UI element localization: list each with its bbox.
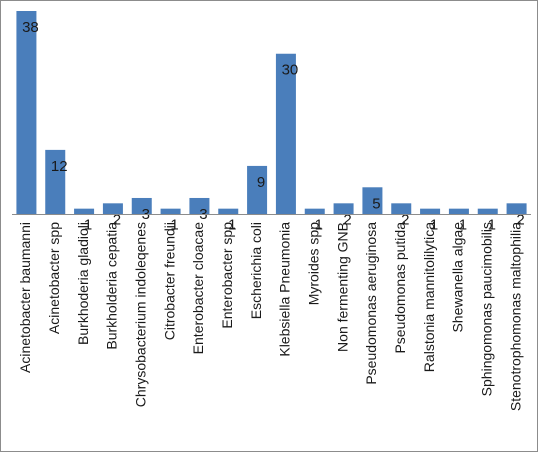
x-tick-label: Acinetobacter spp: [46, 222, 62, 334]
data-label: 5: [372, 195, 380, 212]
x-tick-label: Acinetobacter baumanni: [17, 222, 33, 373]
bar: [45, 149, 66, 214]
x-tick-label: Burkhoderia gladioli: [75, 222, 91, 345]
data-label: 1: [459, 217, 467, 234]
bar: [333, 203, 354, 214]
bar: [275, 53, 296, 214]
bar: [304, 208, 325, 214]
bar: [448, 208, 469, 214]
bar: [160, 208, 181, 214]
bar: [247, 165, 268, 214]
x-tick-label: Ralstonia mannitolilytica: [421, 222, 437, 372]
data-label: 1: [430, 217, 438, 234]
bar: [506, 203, 527, 214]
bar: [362, 187, 383, 214]
x-tick-label: Non fermenting GNB: [334, 222, 350, 352]
x-tick-label: Citrobacter freundii: [161, 222, 177, 340]
data-label: 30: [282, 62, 299, 79]
x-tick-label: Klebsiella Pneumonia: [277, 222, 293, 357]
x-tick-label: Stenotrophomonas maltophilia: [507, 222, 523, 411]
x-tick-label: Pseudomonas putida: [392, 222, 408, 354]
bar: [477, 208, 498, 214]
data-label: 9: [257, 174, 265, 191]
x-tick-label: Chrysobacterium indoleqenes: [132, 222, 148, 407]
x-tick-label: Burkholderia cepatia: [104, 222, 120, 350]
bar: [189, 197, 210, 214]
data-label: 2: [343, 211, 351, 228]
x-tick-label: Enterobacter spp: [219, 222, 235, 329]
data-label: 1: [315, 217, 323, 234]
category-labels-group: Acinetobacter baumanni Acinetobacter spp B…: [17, 222, 523, 411]
x-tick-label: Myroides spp: [305, 222, 321, 305]
bar: [102, 203, 123, 214]
bar: [131, 197, 152, 214]
bar: [16, 11, 37, 214]
data-label: 1: [228, 217, 236, 234]
data-label: 1: [488, 217, 496, 234]
bar: [218, 208, 239, 214]
data-label: 12: [51, 158, 68, 175]
bar: [420, 208, 441, 214]
data-label: 38: [22, 19, 39, 36]
data-label: 2: [113, 211, 121, 228]
bar: [391, 203, 412, 214]
x-tick-label: Sphingomonas paucimobilis: [478, 222, 494, 396]
data-label: 2: [401, 211, 409, 228]
x-tick-label: Shewanella algae: [450, 222, 466, 333]
x-tick-label: Pseudomonas aeruginosa: [363, 222, 379, 385]
data-label: 2: [516, 211, 524, 228]
data-label: 1: [170, 217, 178, 234]
x-tick-label: Escherichia coli: [248, 222, 264, 319]
bars-group: [16, 11, 527, 214]
bar: [74, 208, 95, 214]
x-tick-label: Enterobacter cloacae: [190, 222, 206, 355]
data-label: 1: [84, 217, 92, 234]
